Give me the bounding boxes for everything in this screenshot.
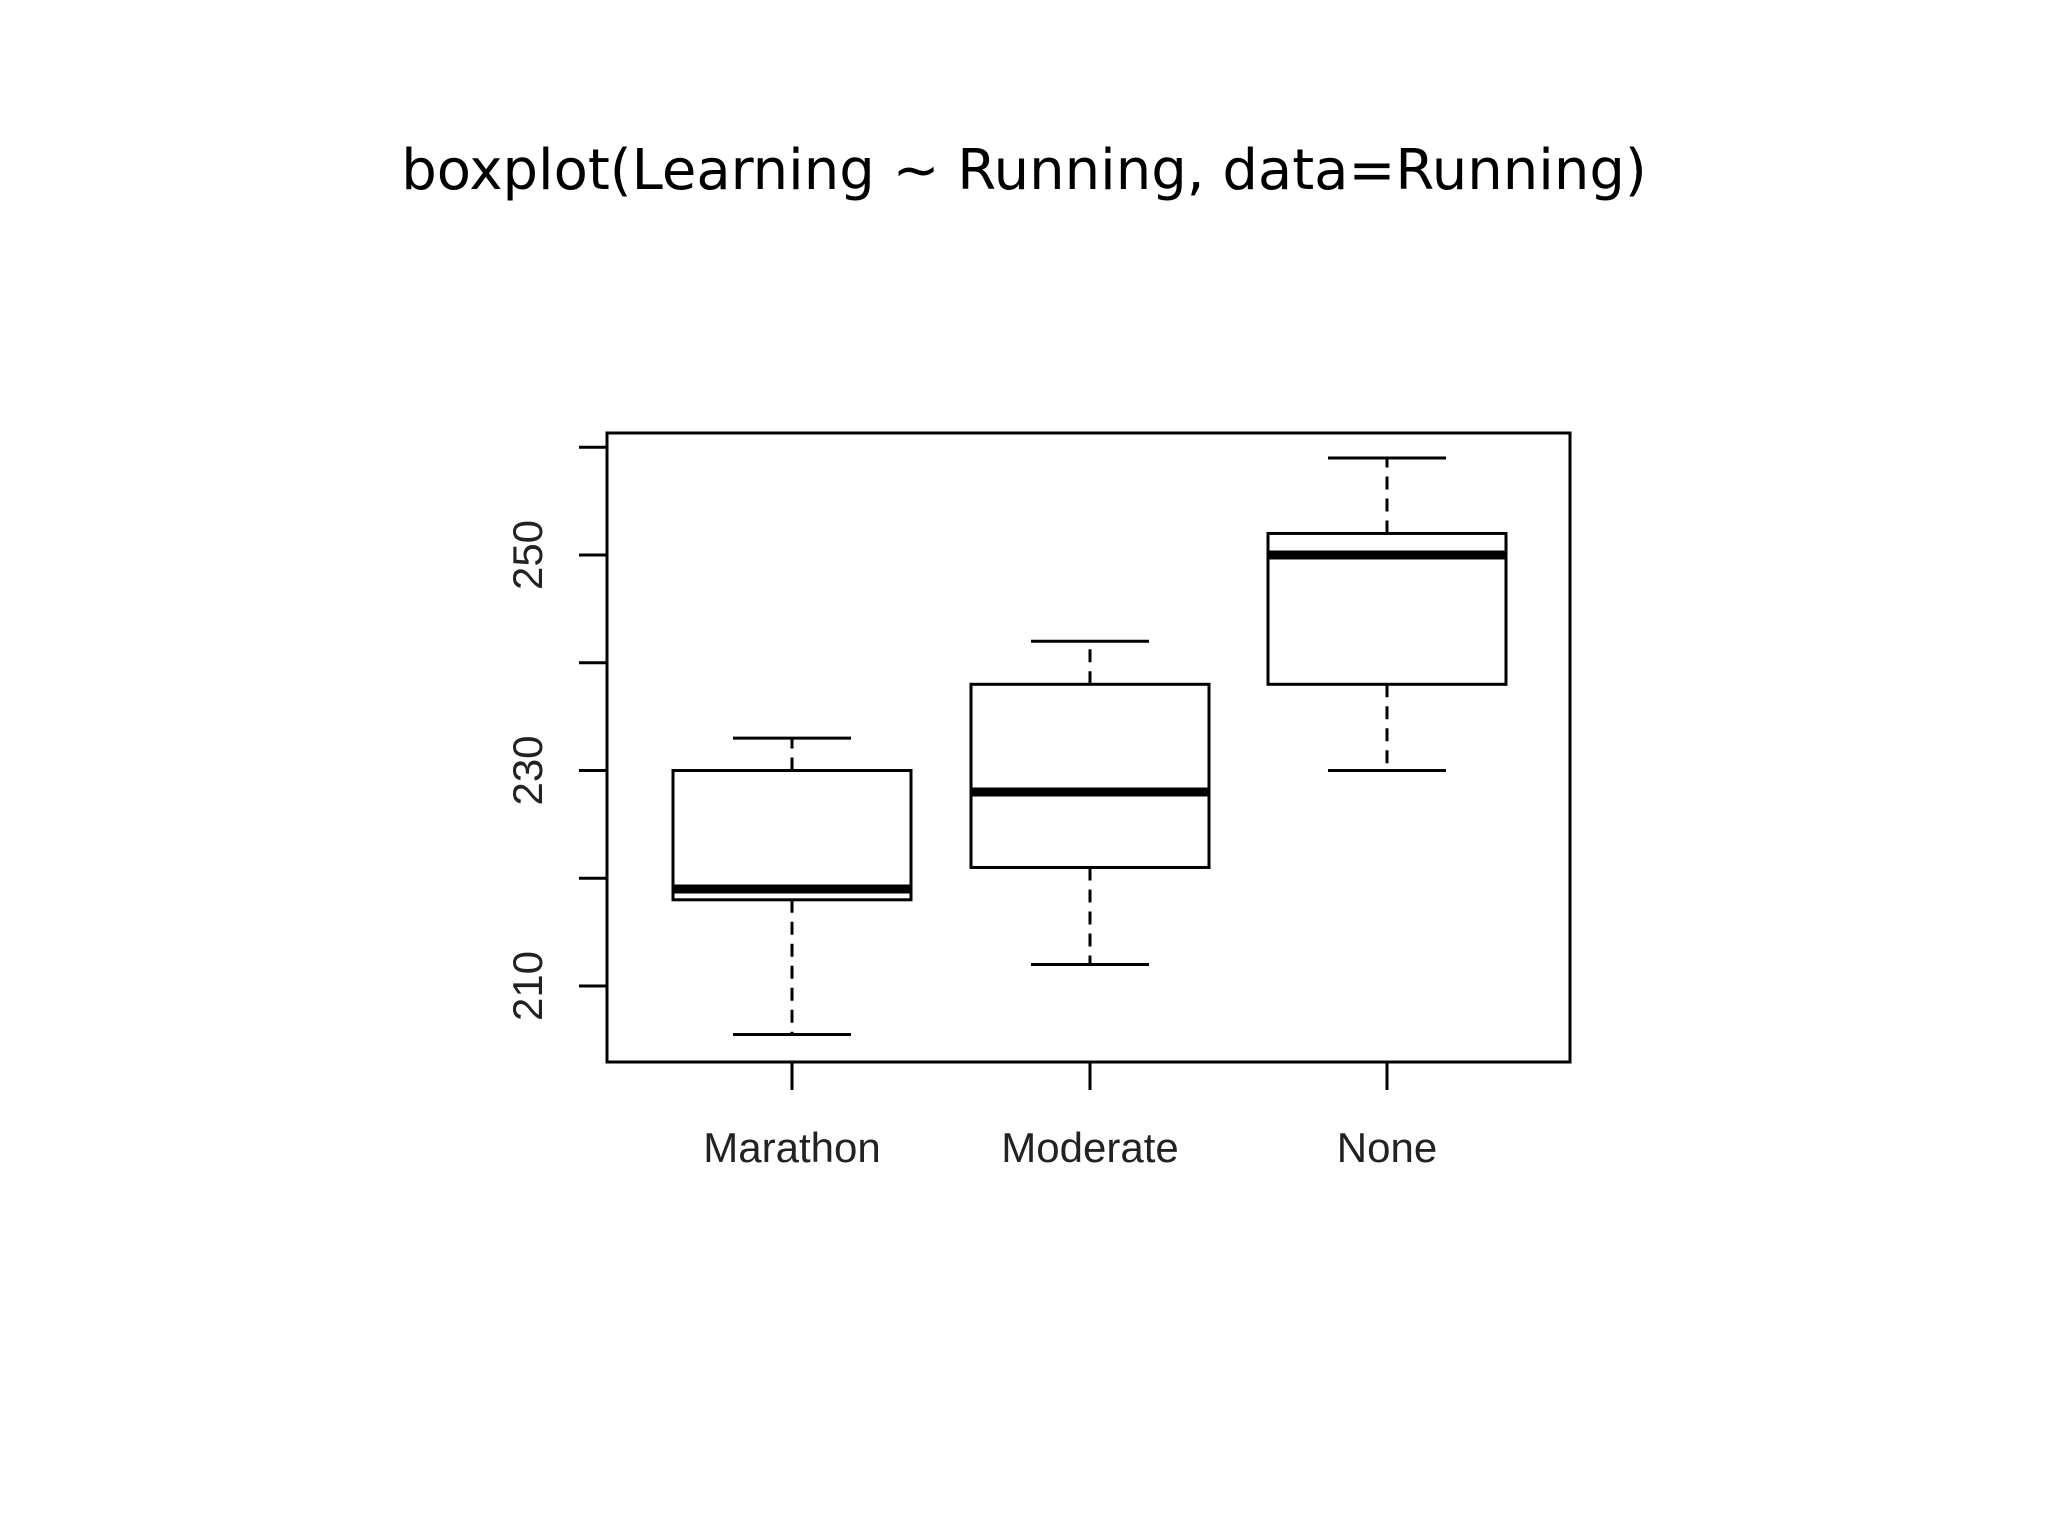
x-tick-label: Marathon [703, 1124, 880, 1171]
box-marathon [671, 769, 913, 902]
x-tick-label: None [1337, 1124, 1437, 1171]
y-tick-label: 250 [504, 520, 551, 590]
y-tick-label: 210 [504, 951, 551, 1021]
chart-title: boxplot(Learning ~ Running, data=Running… [401, 138, 1647, 203]
y-tick-label: 230 [504, 735, 551, 805]
x-tick-label: Moderate [1001, 1124, 1178, 1171]
box-moderate [969, 682, 1211, 869]
